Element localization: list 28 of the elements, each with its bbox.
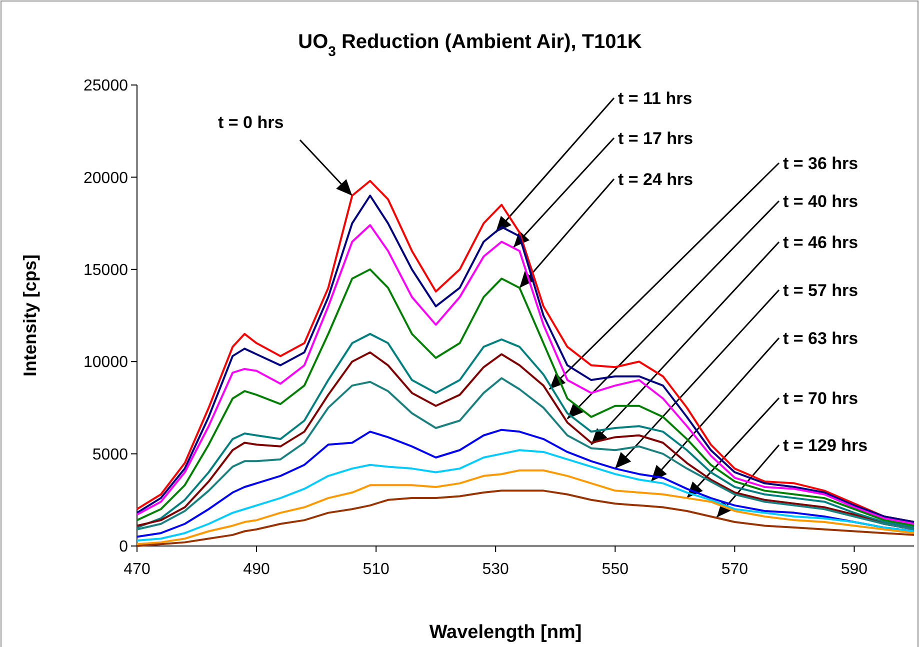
x-tick-label: 490 (243, 561, 270, 578)
y-tick-label: 15000 (84, 262, 128, 279)
annotation: t = 70 hrs (783, 389, 858, 408)
x-tick-label: 470 (124, 561, 150, 578)
annotation: t = 129 hrs (783, 436, 868, 455)
y-tick-label: 20000 (84, 170, 128, 187)
x-axis-title: Wavelength [nm] (429, 622, 582, 643)
x-tick-label: 510 (362, 561, 390, 578)
x-tick-label: 550 (602, 561, 629, 578)
annotation: t = 57 hrs (783, 281, 858, 300)
line-series (136, 268, 915, 527)
y-tick-label: 0 (119, 538, 128, 556)
x-tick-label: 570 (721, 561, 748, 578)
x-tick-label: 530 (482, 561, 510, 578)
annotation: t = 0 hrs (218, 113, 284, 132)
annotation: t = 63 hrs (783, 329, 858, 348)
y-tick-label: 10000 (84, 354, 128, 372)
annotation: t = 17 hrs (618, 129, 694, 148)
annotation: t = 40 hrs (783, 192, 858, 211)
y-tick-label: 5000 (92, 446, 128, 464)
annotation: t = 11 hrs (618, 89, 692, 108)
x-tick-label: 590 (840, 561, 868, 578)
annotation: t = 24 hrs (618, 170, 694, 189)
y-tick-label: 25000 (84, 78, 128, 95)
y-axis-title: Intensity [cps] (20, 254, 40, 377)
annotation: t = 46 hrs (783, 233, 858, 252)
annotation: t = 36 hrs (783, 154, 858, 173)
chart-title: UO$_{3}$ Reduction (Ambient Air), T101K (298, 31, 642, 59)
